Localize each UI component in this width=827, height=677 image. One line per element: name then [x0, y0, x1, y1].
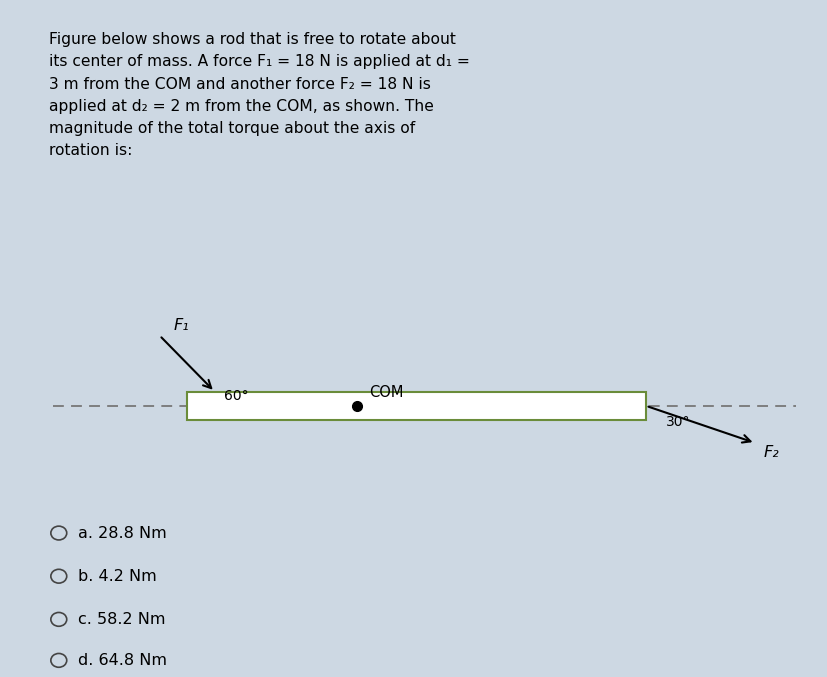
- Text: COM: COM: [368, 385, 403, 400]
- Text: Figure below shows a rod that is free to rotate about
its center of mass. A forc: Figure below shows a rod that is free to…: [49, 32, 469, 158]
- Text: c. 58.2 Nm: c. 58.2 Nm: [78, 612, 165, 627]
- Text: d. 64.8 Nm: d. 64.8 Nm: [78, 653, 166, 668]
- Text: F₁: F₁: [174, 318, 189, 333]
- Text: 60°: 60°: [224, 389, 249, 403]
- Text: a. 28.8 Nm: a. 28.8 Nm: [78, 525, 166, 540]
- Text: 30°: 30°: [665, 415, 689, 429]
- Text: b. 4.2 Nm: b. 4.2 Nm: [78, 569, 156, 584]
- Bar: [187, 392, 645, 420]
- Text: F₂: F₂: [762, 445, 778, 460]
